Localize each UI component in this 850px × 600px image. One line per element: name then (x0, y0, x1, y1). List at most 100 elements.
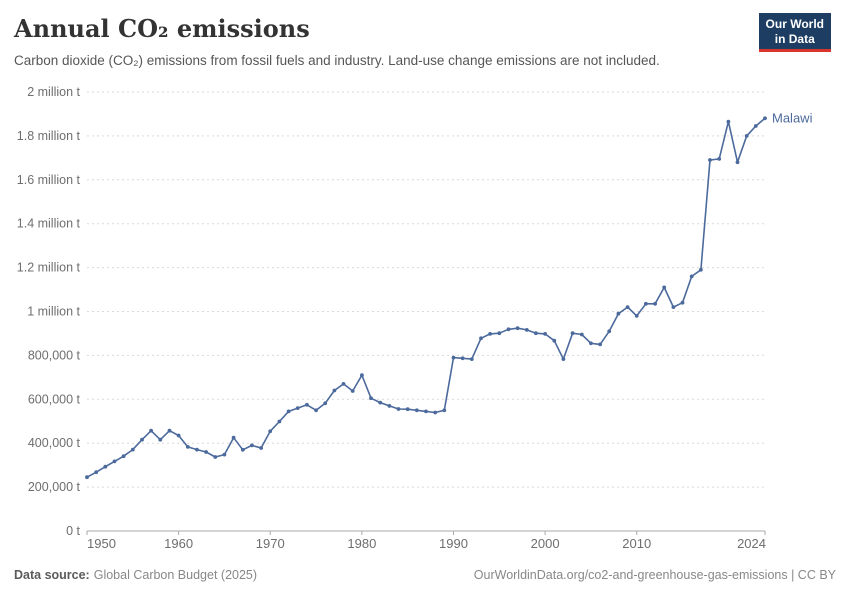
data-point[interactable] (726, 119, 731, 124)
data-point[interactable] (708, 158, 712, 162)
data-point[interactable] (250, 443, 254, 448)
data-source-value: Global Carbon Budget (2025) (93, 568, 258, 582)
data-point[interactable] (130, 447, 135, 452)
data-point[interactable] (295, 406, 300, 410)
data-point[interactable] (140, 437, 144, 442)
x-axis-tick-label: 1970 (256, 536, 285, 551)
data-point[interactable] (534, 331, 538, 336)
y-axis-tick-label: 600,000 t (28, 392, 81, 406)
data-point[interactable] (634, 314, 639, 318)
series-entity-label[interactable]: Malawi (772, 110, 813, 125)
data-point[interactable] (268, 429, 273, 434)
y-axis-tick-label: 200,000 t (28, 480, 81, 494)
data-point[interactable] (625, 305, 630, 309)
data-point[interactable] (231, 435, 236, 440)
owid-logo[interactable]: Our World in Data (758, 13, 831, 53)
y-axis-tick-label: 0 t (66, 524, 80, 538)
data-point[interactable] (753, 124, 758, 128)
data-point[interactable] (433, 410, 438, 415)
owid-logo-line2: in Data (774, 31, 815, 46)
data-point[interactable] (479, 336, 483, 341)
data-point[interactable] (570, 331, 575, 336)
data-point[interactable] (314, 408, 318, 413)
data-point[interactable] (515, 326, 520, 331)
data-point[interactable] (699, 267, 703, 272)
x-axis-tick-label: 1950 (87, 536, 116, 551)
data-point[interactable] (469, 357, 474, 361)
data-point[interactable] (195, 447, 199, 452)
data-point[interactable] (176, 433, 181, 438)
data-point[interactable] (552, 338, 557, 343)
data-point[interactable] (598, 342, 602, 347)
data-point[interactable] (286, 409, 291, 414)
data-point[interactable] (378, 400, 383, 405)
data-point[interactable] (717, 157, 722, 161)
data-point[interactable] (405, 407, 410, 412)
data-point[interactable] (524, 328, 529, 332)
data-point[interactable] (369, 396, 373, 401)
data-point[interactable] (149, 428, 154, 433)
data-point[interactable] (332, 388, 337, 393)
y-axis-tick-label: 1.4 million t (17, 217, 81, 231)
data-point[interactable] (744, 134, 749, 138)
data-point[interactable] (506, 327, 511, 332)
data-point[interactable] (689, 274, 694, 279)
data-source: Data source: Global Carbon Budget (2025) (14, 568, 257, 582)
y-axis-tick-label: 400,000 t (28, 436, 81, 450)
data-point[interactable] (680, 300, 685, 305)
data-point[interactable] (103, 464, 108, 469)
data-point[interactable] (451, 355, 456, 360)
data-point[interactable] (341, 382, 346, 386)
data-point[interactable] (277, 419, 282, 424)
data-point[interactable] (589, 341, 593, 346)
x-axis-tick-label: 2000 (531, 536, 560, 551)
data-point[interactable] (460, 356, 465, 361)
y-axis-tick-label: 1 million t (27, 305, 80, 319)
page-title: Annual CO₂ emissions (14, 14, 310, 43)
data-point[interactable] (323, 401, 328, 406)
data-point[interactable] (424, 409, 428, 414)
data-point[interactable] (497, 331, 502, 336)
data-point[interactable] (158, 437, 163, 442)
data-point[interactable] (561, 357, 566, 361)
data-point[interactable] (763, 116, 767, 121)
data-point[interactable] (607, 329, 612, 334)
data-point[interactable] (579, 332, 584, 337)
data-source-label: Data source: (14, 568, 90, 582)
data-point[interactable] (662, 285, 667, 290)
data-point[interactable] (259, 446, 263, 450)
chart-subtitle: Carbon dioxide (CO₂) emissions from foss… (14, 53, 660, 68)
data-point[interactable] (204, 450, 209, 454)
data-point[interactable] (222, 452, 227, 457)
y-axis-tick-label: 1.2 million t (17, 261, 81, 275)
data-point[interactable] (442, 408, 447, 413)
data-line[interactable] (86, 117, 766, 478)
data-point[interactable] (121, 454, 126, 459)
data-point[interactable] (735, 160, 740, 165)
chart-footer: Data source: Global Carbon Budget (2025) … (14, 568, 836, 582)
data-point[interactable] (85, 475, 89, 480)
data-point[interactable] (387, 404, 392, 408)
data-point[interactable] (488, 332, 492, 336)
data-point[interactable] (167, 428, 172, 433)
data-point[interactable] (616, 311, 621, 316)
data-point[interactable] (396, 407, 401, 411)
x-axis-tick-label: 1980 (347, 536, 376, 551)
y-axis-tick-label: 2 million t (27, 85, 80, 99)
data-point[interactable] (305, 402, 309, 407)
data-point[interactable] (653, 301, 657, 306)
data-point[interactable] (94, 470, 99, 475)
data-point[interactable] (671, 305, 676, 309)
data-point[interactable] (240, 447, 245, 452)
data-point[interactable] (543, 332, 547, 336)
data-point[interactable] (360, 373, 364, 378)
y-axis-tick-label: 1.8 million t (17, 129, 81, 143)
data-point[interactable] (350, 389, 355, 393)
data-point[interactable] (414, 408, 419, 413)
data-point[interactable] (185, 445, 190, 449)
data-point[interactable] (644, 301, 648, 306)
data-point[interactable] (213, 455, 218, 459)
data-point[interactable] (112, 459, 117, 464)
credit-link[interactable]: OurWorldinData.org/co2-and-greenhouse-ga… (473, 568, 836, 582)
